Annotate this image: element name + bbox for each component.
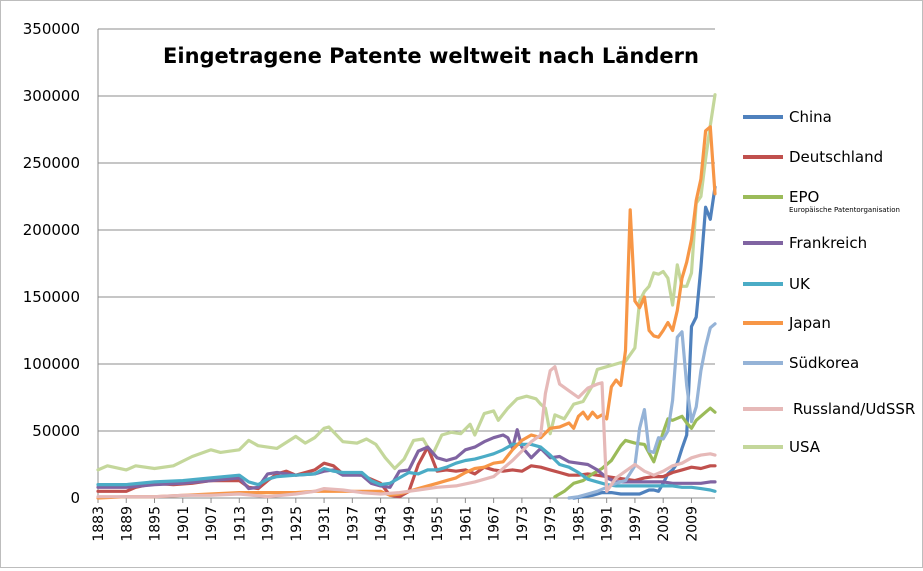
plot-area <box>98 29 715 498</box>
y-tick-label: 100000 <box>23 355 80 373</box>
legend-label: EPO <box>789 188 819 206</box>
x-tick-label: 1973 <box>515 506 531 542</box>
x-tick-label: 1967 <box>487 506 503 542</box>
chart-title: Eingetragene Patente weltweit nach Lände… <box>163 44 699 68</box>
x-tick-label: 1997 <box>628 506 644 542</box>
x-tick-label: 1931 <box>317 506 333 542</box>
x-tick-label: 1883 <box>91 506 107 542</box>
x-tick-label: 1991 <box>600 506 616 542</box>
legend-entry: Frankreich <box>743 234 867 252</box>
x-tick-label: 1943 <box>374 506 390 542</box>
legend-entry: Südkorea <box>743 354 859 372</box>
series-line <box>96 428 717 491</box>
y-tick-label: 300000 <box>23 87 80 105</box>
legend-entry: Russland/UdSSR <box>743 400 915 418</box>
x-tick-label: 2003 <box>656 506 672 542</box>
legend-entry: USA <box>743 438 821 456</box>
y-tick-label: 0 <box>70 489 80 507</box>
legend-label: Frankreich <box>789 234 867 252</box>
legend-entry: Japan <box>743 314 831 332</box>
series-line <box>96 442 717 493</box>
series-line <box>96 365 717 499</box>
legend-label: Deutschland <box>789 148 883 166</box>
legend-entry: Deutschland <box>743 148 883 166</box>
legend-label: Japan <box>788 314 831 332</box>
x-tick-label: 1895 <box>148 506 164 542</box>
series-line <box>96 93 717 472</box>
x-tick-label: 1907 <box>204 506 220 542</box>
x-tick-label: 1949 <box>402 506 418 542</box>
legend-entry: UK <box>743 275 811 293</box>
y-tick-label: 200000 <box>23 221 80 239</box>
legend-label: China <box>789 108 832 126</box>
y-tick-label: 250000 <box>23 154 80 172</box>
legend-label: UK <box>789 275 811 293</box>
x-tick-label: 1937 <box>345 506 361 542</box>
x-tick-label: 1961 <box>458 506 474 542</box>
y-tick-label: 150000 <box>23 288 80 306</box>
x-tick-label: 1979 <box>543 506 559 542</box>
x-tick-label: 1925 <box>289 506 305 542</box>
legend-label: USA <box>789 438 821 456</box>
series-line <box>96 445 717 499</box>
y-tick-label: 350000 <box>23 20 80 38</box>
x-tick-label: 1901 <box>176 506 192 542</box>
x-tick-label: 1913 <box>232 506 248 542</box>
x-tick-label: 2009 <box>684 506 700 542</box>
legend-entry: China <box>743 108 832 126</box>
x-tick-label: 1889 <box>119 506 135 542</box>
legend-sublabel: Europäische Patentorganisation <box>789 206 900 214</box>
legend-label: Russland/UdSSR <box>793 400 915 418</box>
x-tick-label: 1919 <box>261 506 277 542</box>
legend-label: Südkorea <box>789 354 859 372</box>
x-tick-label: 1985 <box>571 506 587 542</box>
y-tick-label: 50000 <box>32 422 80 440</box>
x-tick-label: 1955 <box>430 506 446 542</box>
